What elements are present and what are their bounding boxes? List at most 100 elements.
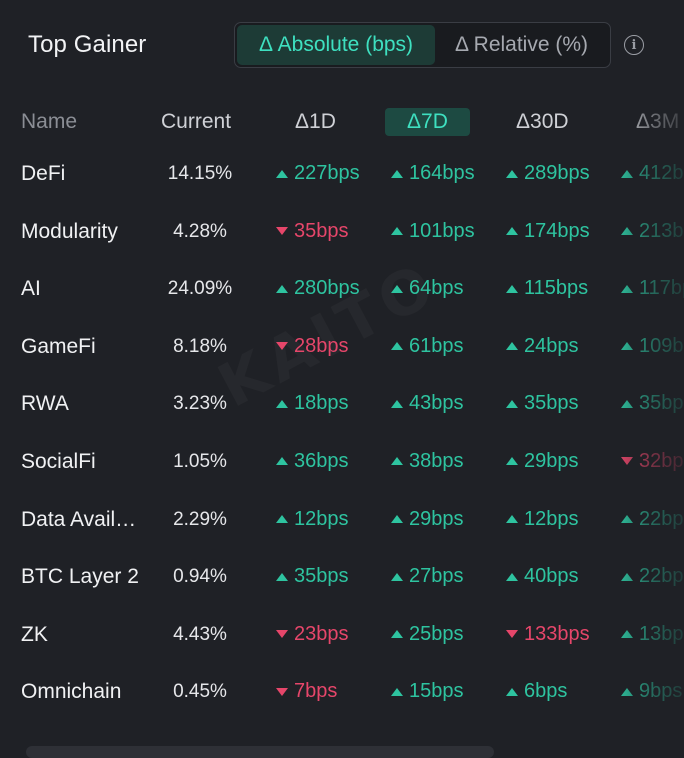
change-value: 35bps bbox=[294, 219, 349, 242]
triangle-up-icon bbox=[506, 687, 518, 696]
triangle-up-icon bbox=[506, 169, 518, 178]
category-name[interactable]: Modularity bbox=[21, 219, 118, 243]
change-value: 227bps bbox=[294, 162, 360, 184]
triangle-down-icon bbox=[276, 227, 288, 236]
change-30d: 6bps bbox=[506, 680, 567, 703]
table-header: Name Current Δ1D Δ7D Δ30D Δ3M bbox=[0, 98, 684, 150]
category-name[interactable]: GameFi bbox=[21, 334, 96, 358]
change-7d: 43bps bbox=[391, 392, 464, 415]
change-value: 43bps bbox=[409, 392, 464, 415]
metric-toggle[interactable]: Δ Absolute (bps) Δ Relative (%) bbox=[234, 22, 611, 68]
change-value: 35bps bbox=[524, 392, 579, 415]
category-name[interactable]: DeFi bbox=[21, 162, 66, 185]
category-name[interactable]: RWA bbox=[21, 392, 69, 416]
change-7d: 15bps bbox=[391, 680, 464, 703]
category-name[interactable]: Data Avail… bbox=[21, 507, 137, 531]
triangle-up-icon bbox=[391, 342, 403, 351]
triangle-up-icon bbox=[276, 284, 288, 293]
triangle-up-icon bbox=[506, 457, 518, 466]
change-value: 40bps bbox=[524, 565, 579, 588]
change-30d: 115bps bbox=[506, 277, 588, 300]
change-value: 412bps bbox=[639, 162, 684, 184]
table-row[interactable]: BTC Layer 2 0.94% 35bps 27bps 40bps 22bps bbox=[0, 553, 684, 611]
horizontal-scrollbar[interactable] bbox=[26, 746, 494, 758]
change-value: 29bps bbox=[409, 507, 464, 530]
change-value: 133bps bbox=[524, 622, 590, 645]
current-share: 0.94% bbox=[173, 566, 227, 588]
triangle-up-icon bbox=[621, 342, 633, 351]
category-name[interactable]: AI bbox=[21, 277, 41, 301]
change-7d: 29bps bbox=[391, 508, 464, 531]
change-value: 36bps bbox=[294, 449, 349, 472]
change-value: 35bps bbox=[639, 392, 684, 415]
current-share: 1.05% bbox=[173, 450, 227, 472]
triangle-up-icon bbox=[391, 399, 403, 408]
category-name[interactable]: ZK bbox=[21, 622, 48, 646]
change-1d: 7bps bbox=[276, 680, 337, 703]
current-share: 24.09% bbox=[167, 278, 233, 300]
column-header-current[interactable]: Current bbox=[161, 110, 232, 133]
change-1d: 12bps bbox=[276, 508, 349, 531]
change-7d: 64bps bbox=[391, 277, 464, 300]
triangle-up-icon bbox=[506, 572, 518, 581]
table-row[interactable]: Modularity 4.28% 35bps 101bps 174bps 213bps bbox=[0, 208, 684, 266]
change-7d: 25bps bbox=[391, 623, 464, 646]
triangle-up-icon bbox=[391, 227, 403, 236]
change-value: 23bps bbox=[294, 622, 349, 645]
table-row[interactable]: ZK 4.43% 23bps 25bps 133bps 13bps bbox=[0, 611, 684, 669]
triangle-up-icon bbox=[621, 227, 633, 236]
change-value: 35bps bbox=[294, 565, 349, 588]
toggle-absolute-bps[interactable]: Δ Absolute (bps) bbox=[237, 25, 435, 65]
triangle-up-icon bbox=[506, 284, 518, 293]
change-3m: 35bps bbox=[621, 392, 684, 415]
table-row[interactable]: AI 24.09% 280bps 64bps 115bps 117bps bbox=[0, 265, 684, 323]
change-7d: 38bps bbox=[391, 450, 464, 473]
change-value: 64bps bbox=[409, 277, 464, 300]
change-1d: 280bps bbox=[276, 277, 360, 300]
change-3m: 109bps bbox=[621, 335, 684, 358]
triangle-up-icon bbox=[506, 515, 518, 524]
table-row[interactable]: DeFi 14.15% 227bps 164bps 289bps 412bps bbox=[0, 150, 684, 208]
triangle-up-icon bbox=[621, 169, 633, 178]
change-value: 38bps bbox=[409, 449, 464, 472]
change-value: 61bps bbox=[409, 334, 464, 357]
triangle-up-icon bbox=[276, 399, 288, 408]
column-header-30d[interactable]: Δ30D bbox=[516, 110, 569, 133]
current-share: 3.23% bbox=[173, 393, 227, 415]
table-row[interactable]: RWA 3.23% 18bps 43bps 35bps 35bps bbox=[0, 380, 684, 438]
change-7d: 27bps bbox=[391, 565, 464, 588]
change-value: 164bps bbox=[409, 162, 475, 184]
table-row[interactable]: Omnichain 0.45% 7bps 15bps 6bps 9bps bbox=[0, 668, 684, 726]
change-value: 213bps bbox=[639, 219, 684, 242]
column-header-name[interactable]: Name bbox=[21, 110, 78, 133]
triangle-up-icon bbox=[391, 284, 403, 293]
change-value: 12bps bbox=[524, 507, 579, 530]
table-row[interactable]: SocialFi 1.05% 36bps 38bps 29bps 32bps bbox=[0, 438, 684, 496]
change-30d: 29bps bbox=[506, 450, 579, 473]
change-3m: 9bps bbox=[621, 680, 682, 703]
change-3m: 213bps bbox=[621, 220, 684, 243]
info-icon[interactable]: i bbox=[624, 35, 644, 55]
triangle-up-icon bbox=[391, 169, 403, 178]
triangle-up-icon bbox=[621, 399, 633, 408]
change-1d: 18bps bbox=[276, 392, 349, 415]
change-value: 27bps bbox=[409, 565, 464, 588]
triangle-up-icon bbox=[391, 630, 403, 639]
toggle-relative-percent[interactable]: Δ Relative (%) bbox=[454, 33, 589, 56]
table-row[interactable]: GameFi 8.18% 28bps 61bps 24bps 109bps bbox=[0, 323, 684, 381]
change-30d: 35bps bbox=[506, 392, 579, 415]
column-header-3m[interactable]: Δ3M bbox=[636, 110, 680, 133]
category-name[interactable]: SocialFi bbox=[21, 449, 96, 473]
column-header-7d[interactable]: Δ7D bbox=[385, 108, 470, 136]
triangle-up-icon bbox=[506, 227, 518, 236]
table-row[interactable]: Data Avail… 2.29% 12bps 29bps 12bps 22bps bbox=[0, 496, 684, 554]
triangle-down-icon bbox=[621, 457, 633, 466]
category-name[interactable]: BTC Layer 2 bbox=[21, 565, 139, 589]
change-30d: 24bps bbox=[506, 335, 579, 358]
category-name[interactable]: Omnichain bbox=[21, 680, 122, 704]
change-30d: 40bps bbox=[506, 565, 579, 588]
change-1d: 227bps bbox=[276, 162, 360, 185]
header: Top Gainer Δ Absolute (bps) Δ Relative (… bbox=[0, 0, 684, 90]
column-header-1d[interactable]: Δ1D bbox=[295, 110, 336, 133]
triangle-up-icon bbox=[621, 572, 633, 581]
